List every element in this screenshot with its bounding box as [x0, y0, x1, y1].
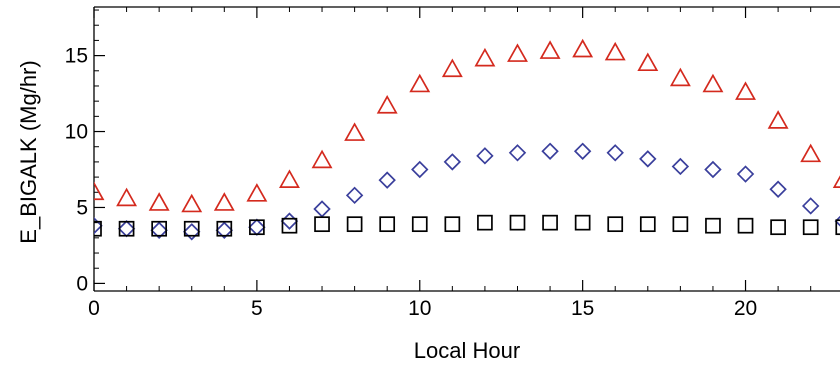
data-markers	[94, 38, 840, 241]
square-point	[151, 220, 168, 237]
square-point	[835, 219, 840, 236]
diamond-point	[117, 220, 136, 238]
diamond-point	[345, 186, 364, 205]
square-point	[183, 220, 200, 237]
y-axis-label: E_BIGALK (Mg/hr)	[16, 60, 41, 243]
square-point	[379, 216, 396, 233]
y-tick-label: 15	[65, 45, 88, 68]
x-tick-label: 0	[88, 297, 100, 320]
x-tick-label: 20	[734, 297, 757, 320]
x-tick-label: 15	[571, 297, 594, 320]
diamond-point	[215, 221, 234, 239]
diamond-point	[248, 218, 266, 236]
square-point	[509, 214, 526, 231]
diamond-point	[639, 150, 657, 168]
square-point	[216, 220, 233, 237]
diamond-point	[443, 153, 462, 171]
square-point	[118, 220, 135, 237]
diamond-point	[94, 216, 103, 235]
square-point	[639, 216, 656, 233]
diamond-point	[280, 212, 299, 230]
square-point	[477, 214, 493, 231]
triangle-point	[376, 94, 398, 114]
diamond-point	[476, 147, 494, 165]
triangle-point	[572, 38, 594, 58]
triangle-point	[832, 175, 840, 188]
triangle-point	[181, 193, 203, 213]
square-point	[249, 219, 265, 236]
square-point	[672, 216, 689, 233]
x-tick-label: 5	[251, 297, 263, 320]
tick-marks	[93, 7, 812, 291]
diamond-point	[704, 160, 722, 179]
triangle-point	[279, 169, 300, 188]
square-point	[607, 216, 624, 233]
triangle-point	[344, 122, 366, 141]
diamond-point	[573, 142, 592, 160]
y-tick-label: 10	[65, 121, 88, 144]
triangle-point	[148, 192, 170, 211]
square-point	[705, 217, 721, 234]
x-axis-label: Local Hour	[414, 338, 520, 363]
diamond-point	[508, 144, 527, 162]
y-tick-label: 5	[76, 196, 88, 219]
tick-labels: 0 5 10 15 20 0 5 10 15	[65, 45, 758, 320]
diamond-point	[411, 160, 429, 179]
triangle-point	[702, 73, 724, 93]
square-point	[411, 216, 428, 233]
triangle-point	[409, 73, 431, 93]
square-point	[314, 216, 330, 233]
square-point	[542, 214, 558, 231]
diamond-point	[671, 157, 690, 176]
y-tick-label: 0	[76, 272, 88, 295]
diamond-point	[150, 221, 168, 239]
triangle-point	[637, 52, 659, 72]
square-point	[574, 214, 591, 231]
triangle-point	[116, 187, 138, 207]
triangle-point	[213, 192, 235, 211]
triangle-point	[767, 110, 789, 129]
square-point	[770, 219, 786, 236]
axes	[93, 6, 840, 292]
square-point	[94, 220, 102, 237]
diamond-point	[801, 197, 820, 215]
triangle-point	[669, 67, 691, 87]
triangle-point	[94, 181, 105, 201]
triangle-point	[311, 149, 333, 169]
diamond-point	[378, 171, 396, 189]
x-tick-label: 10	[408, 297, 431, 320]
triangle-point	[507, 43, 528, 62]
series-square	[94, 214, 840, 237]
diamond-point	[606, 144, 624, 162]
triangle-point	[735, 81, 756, 100]
triangle-point	[474, 47, 496, 67]
diamond-point	[183, 223, 201, 241]
square-point	[737, 217, 754, 234]
square-point	[346, 216, 363, 233]
diamond-point	[769, 180, 787, 198]
triangle-point	[800, 143, 822, 163]
diamond-point	[834, 215, 840, 227]
square-point	[444, 216, 461, 233]
square-point	[802, 219, 819, 236]
triangle-point	[539, 40, 561, 59]
diamond-point	[541, 142, 559, 160]
diamond-point	[313, 200, 331, 218]
triangle-point	[441, 58, 463, 78]
triangle-point	[246, 183, 268, 202]
series-triangle	[94, 38, 840, 213]
diamond-point	[736, 165, 755, 183]
square-point	[281, 217, 298, 234]
triangle-point	[604, 41, 626, 61]
